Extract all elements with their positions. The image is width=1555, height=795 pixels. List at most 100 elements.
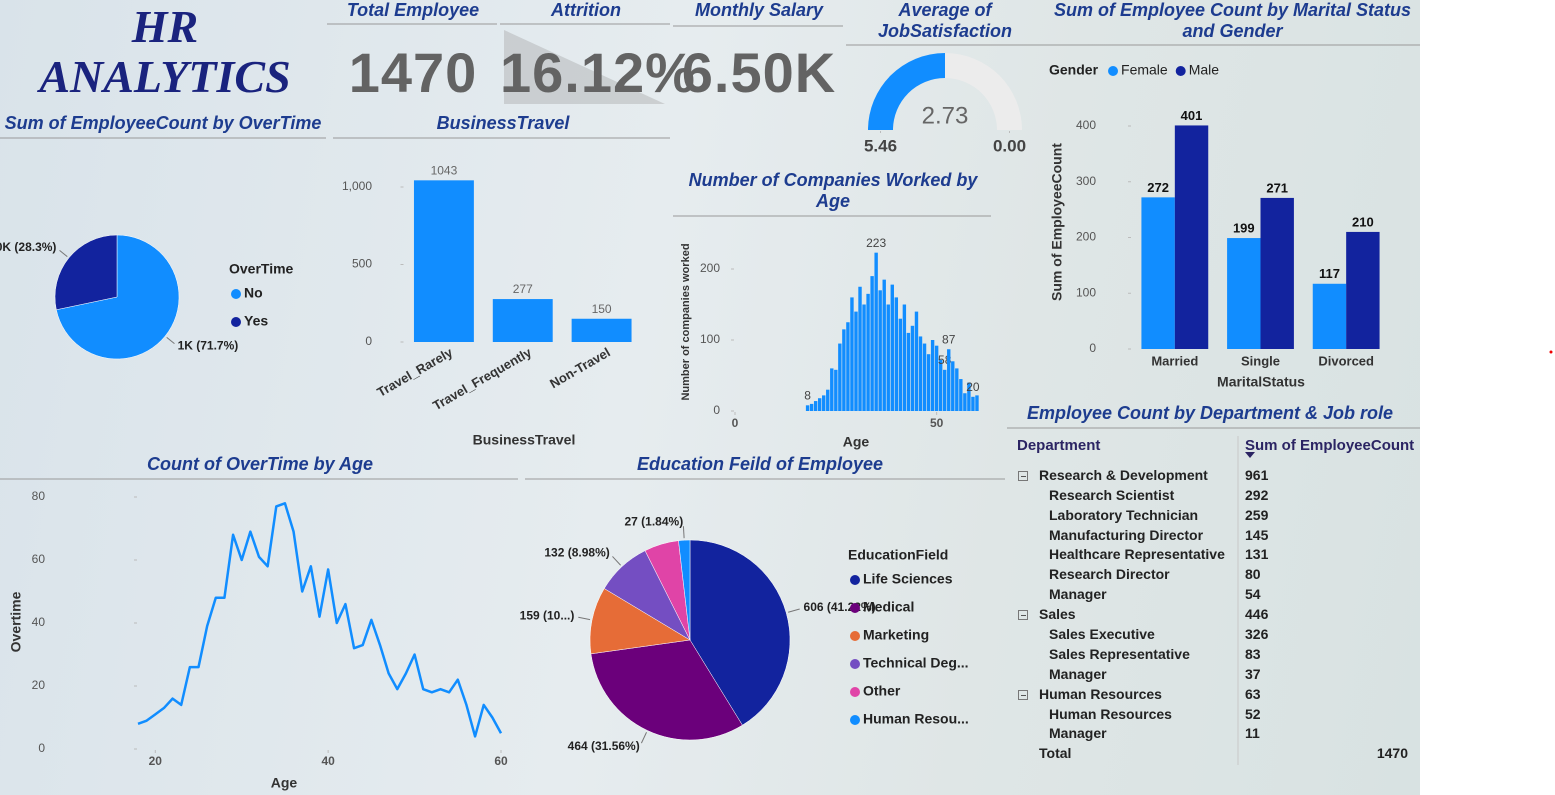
legend-marker bbox=[231, 289, 241, 299]
bar bbox=[492, 299, 553, 342]
y-axis-title: Number of companies worked bbox=[680, 243, 692, 400]
y-tick-label: 100 bbox=[1076, 285, 1096, 299]
bar bbox=[963, 393, 967, 411]
table-row: Human Resources 52 bbox=[1010, 705, 1420, 725]
group-value: 961 bbox=[1245, 466, 1269, 483]
x-axis-title: MaritalStatus bbox=[1217, 374, 1305, 390]
bar bbox=[870, 276, 874, 411]
table-row: Sales 446 bbox=[1010, 605, 1420, 625]
pie-slice bbox=[590, 639, 743, 741]
chart-title: Sum of EmployeeCount by OverTime bbox=[4, 113, 322, 133]
data-label: 132 (8.98%) bbox=[544, 546, 609, 560]
gauge-tick-label: 5.46 bbox=[864, 136, 897, 155]
line bbox=[137, 502, 503, 738]
y-tick-label: 40 bbox=[32, 615, 46, 629]
y-axis-title: Sum of EmployeeCount bbox=[1049, 143, 1065, 301]
x-axis-title: Age bbox=[271, 775, 298, 791]
table-row: Manager 54 bbox=[1010, 585, 1420, 605]
data-label: 1043 bbox=[431, 164, 458, 178]
table-row: Manufacturing Director 145 bbox=[1010, 526, 1420, 546]
kpi-value: 16.12% bbox=[500, 41, 696, 104]
bar bbox=[930, 340, 935, 411]
row-value: 11 bbox=[1245, 725, 1260, 742]
bar bbox=[967, 382, 971, 411]
bar bbox=[858, 286, 862, 411]
table-row: Total 1470 bbox=[1010, 744, 1420, 764]
table-row: Manager 37 bbox=[1010, 665, 1420, 685]
row-value: 80 bbox=[1245, 566, 1261, 583]
legend-marker bbox=[231, 317, 241, 327]
bar bbox=[906, 332, 911, 411]
bar bbox=[943, 369, 947, 411]
y-tick-label: 200 bbox=[1076, 230, 1096, 244]
bar bbox=[842, 329, 846, 411]
data-label: 199 bbox=[1233, 220, 1255, 235]
legend-marker bbox=[1175, 66, 1186, 76]
data-label: 401 bbox=[1181, 108, 1203, 123]
x-tick-label: 40 bbox=[321, 754, 335, 768]
kpi-value: 6.50K bbox=[681, 41, 837, 104]
y-tick-label: 0 bbox=[1089, 341, 1096, 355]
bar bbox=[850, 297, 854, 411]
kpi-label: Monthly Salary bbox=[694, 0, 824, 20]
kpi-value: 1470 bbox=[348, 41, 478, 104]
chart-title: Count of OverTime by Age bbox=[146, 454, 374, 474]
legend-title: EducationField bbox=[848, 547, 948, 563]
bar bbox=[826, 389, 830, 411]
table-row: Healthcare Representative 131 bbox=[1010, 545, 1420, 565]
table-row: Research Director 80 bbox=[1010, 565, 1420, 585]
table-title: Employee Count by Department & Job role bbox=[1026, 403, 1394, 423]
pie-slice bbox=[589, 588, 691, 655]
row-name: Manager bbox=[1049, 665, 1107, 682]
row-name: Laboratory Technician bbox=[1049, 506, 1199, 523]
bar bbox=[805, 405, 810, 411]
row-value: 259 bbox=[1245, 506, 1269, 523]
legend-marker bbox=[850, 687, 860, 697]
gauge-value-label: 2.73 bbox=[922, 102, 969, 129]
table-row: Sales Representative 83 bbox=[1010, 645, 1420, 665]
data-label: 117 bbox=[1319, 266, 1340, 281]
y-tick-label: 0 bbox=[713, 403, 720, 417]
bar bbox=[922, 343, 927, 411]
row-value: 37 bbox=[1245, 665, 1261, 682]
collapse-icon bbox=[1018, 610, 1028, 621]
bar bbox=[1141, 197, 1175, 349]
pie-slice bbox=[678, 539, 691, 641]
bar bbox=[1174, 125, 1209, 349]
row-name: Manager bbox=[1049, 586, 1107, 603]
legend-label: Medical bbox=[863, 599, 914, 615]
y-tick-label: 200 bbox=[700, 261, 720, 275]
collapse-icon bbox=[1018, 689, 1028, 700]
group-value: 446 bbox=[1245, 606, 1269, 623]
y-tick-label: 80 bbox=[32, 489, 46, 503]
data-label: 272 bbox=[1147, 180, 1169, 195]
legend-label: Yes bbox=[244, 313, 268, 329]
bar bbox=[1312, 283, 1347, 349]
row-name: Research Director bbox=[1049, 566, 1170, 583]
group-name: Sales bbox=[1039, 606, 1076, 623]
chart-title: BusinessTravel bbox=[436, 113, 570, 133]
gauge-tick-label: 0.00 bbox=[993, 136, 1026, 155]
bar bbox=[902, 304, 907, 411]
bar bbox=[817, 398, 822, 411]
group-name: Human Resources bbox=[1039, 685, 1162, 702]
x-tick-label: Non-Travel bbox=[547, 345, 613, 392]
bar bbox=[846, 322, 850, 411]
legend-label: Human Resou... bbox=[863, 711, 969, 727]
group-value: 63 bbox=[1245, 685, 1261, 702]
bar bbox=[838, 343, 842, 411]
row-name: Manager bbox=[1049, 725, 1107, 742]
row-value: 145 bbox=[1245, 526, 1269, 543]
x-tick-label: Married bbox=[1151, 353, 1198, 368]
bar bbox=[894, 297, 899, 411]
bar bbox=[1346, 231, 1380, 349]
y-tick-label: 500 bbox=[352, 257, 372, 271]
collapse-icon bbox=[1018, 470, 1028, 481]
bar bbox=[898, 318, 903, 411]
legend-marker bbox=[850, 715, 860, 725]
legend-label: Life Sciences bbox=[863, 571, 953, 587]
y-tick-label: 300 bbox=[1076, 174, 1096, 188]
bar bbox=[822, 395, 826, 411]
bar bbox=[890, 284, 894, 411]
total-label: Total bbox=[1039, 745, 1072, 762]
